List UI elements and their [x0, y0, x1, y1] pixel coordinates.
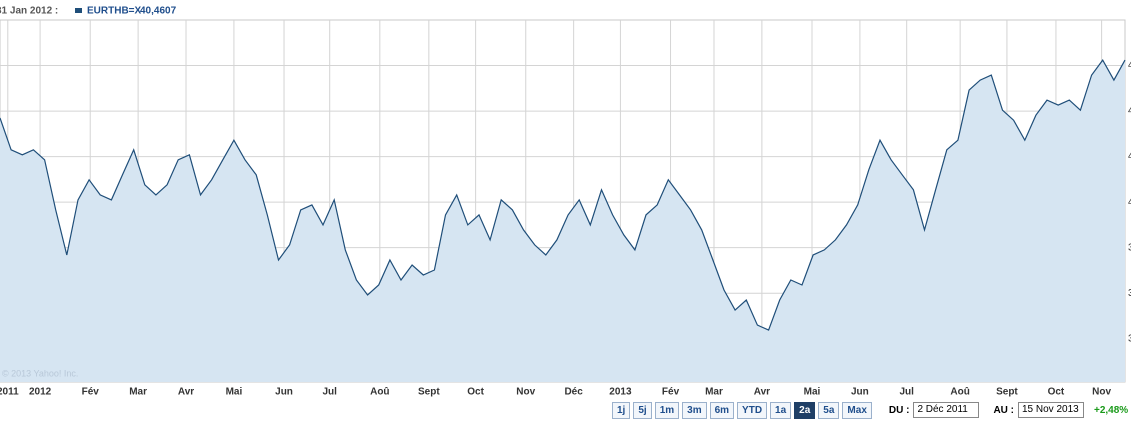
range-button[interactable]: YTD	[737, 401, 768, 419]
range-button[interactable]: 1m	[654, 401, 680, 419]
to-label: AU :	[993, 404, 1014, 416]
x-tick-label: Jun	[275, 387, 293, 398]
y-tick-label: 38	[1128, 288, 1131, 299]
x-tick-label: Déc	[564, 387, 583, 398]
watermark: © 2013 Yahoo! Inc.	[2, 368, 78, 378]
y-tick-label: 37	[1128, 333, 1131, 344]
range-button[interactable]: 3m	[682, 401, 707, 419]
range-button[interactable]: 5a	[818, 401, 840, 419]
header-date: 31 Jan 2012 :	[0, 6, 58, 17]
x-tick-label: 2011	[0, 387, 19, 398]
x-tick-label: Jul	[899, 387, 914, 398]
from-input[interactable]: 2 Déc 2011	[913, 402, 980, 418]
chart: 37 38 39 40 41 42 43 2011 2012 Fév Mar Avr Mai Jun Jul…	[0, 0, 1131, 398]
x-tick-label: Fév	[662, 387, 680, 398]
x-tick-label: Avr	[178, 387, 194, 398]
range-button[interactable]: 2a	[794, 401, 816, 419]
x-tick-label: Sept	[418, 387, 440, 398]
x-tick-label: Fév	[82, 387, 100, 398]
x-tick-label: Nov	[1092, 387, 1111, 398]
change: +2,48%	[1094, 404, 1129, 416]
y-tick-label: 42	[1128, 106, 1131, 117]
x-tick-label: Jul	[322, 387, 337, 398]
x-tick-label: Mar	[129, 387, 147, 398]
range-button[interactable]: 1j	[612, 401, 631, 419]
x-tick-label: 2012	[29, 387, 52, 398]
y-tick-label: 40	[1128, 197, 1131, 208]
range-button[interactable]: 5j	[633, 401, 652, 419]
x-tick-label: Mai	[226, 387, 243, 398]
range-button[interactable]: Max	[842, 401, 872, 419]
range-button[interactable]: 6m	[709, 401, 735, 419]
x-tick-label: Mar	[705, 387, 723, 398]
legend-value: 40,4607	[140, 6, 177, 17]
x-tick-label: Oct	[1048, 387, 1065, 398]
y-tick-label: 41	[1128, 151, 1131, 162]
to-input[interactable]: 15 Nov 2013	[1018, 402, 1084, 418]
header-bg	[0, 0, 1131, 19]
x-tick-label: Mai	[804, 387, 821, 398]
y-tick-label: 43	[1128, 60, 1131, 71]
x-tick-label: Aoû	[950, 387, 969, 398]
line	[0, 58, 1126, 331]
controls: 1j 5j 1m 3m 6m YTD 1a 2a 5a Max DU : 2 Déc 2011 A…	[612, 401, 1128, 419]
area	[0, 60, 1125, 382]
x-tick-label: Sept	[996, 387, 1018, 398]
legend-name: EURTHB=X	[87, 6, 142, 17]
y-tick-label: 39	[1128, 242, 1131, 253]
x-tick-label: 2013	[609, 387, 632, 398]
x-tick-label: Nov	[516, 387, 535, 398]
x-tick-label: Jun	[851, 387, 869, 398]
from-label: DU :	[888, 404, 910, 416]
x-tick-label: Aoû	[370, 387, 389, 398]
range-buttons: 1j 5j 1m 3m 6m YTD 1a 2a 5a Max	[612, 401, 875, 419]
range-button[interactable]: 1a	[770, 401, 792, 419]
legend-swatch	[75, 8, 82, 13]
x-tick-label: Oct	[467, 387, 484, 398]
x-tick-label: Avr	[754, 387, 770, 398]
